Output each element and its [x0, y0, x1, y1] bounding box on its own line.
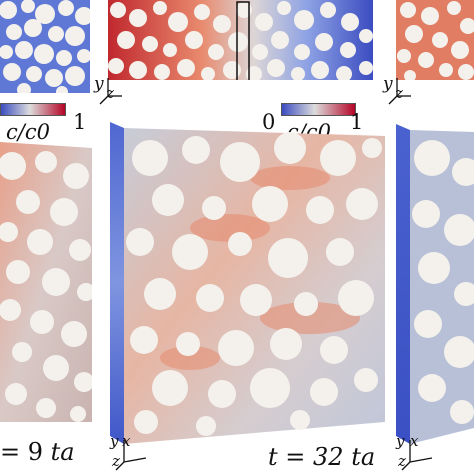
- slice-top-right: [396, 0, 474, 80]
- axes-triad-bottom-right: [401, 440, 433, 471]
- axis-y-label-bottom-middle: y: [110, 432, 119, 450]
- colorbar-left-max: 1: [73, 110, 87, 134]
- colorbar-mid-min: 0: [262, 110, 276, 134]
- time-label-left-unit: ta: [50, 438, 75, 466]
- time-label-left: = 9 ta: [0, 438, 75, 466]
- volume-right: [396, 118, 474, 446]
- colorbar-mid-max: 1: [350, 110, 364, 134]
- axis-y-label-top-middle: y: [94, 74, 104, 94]
- volume-left: [0, 142, 92, 422]
- axis-z-label-bottom-right: z: [398, 452, 406, 470]
- axes-triad-bottom-middle: [115, 440, 147, 471]
- time-label-middle-unit: ta: [351, 443, 376, 471]
- slice-top-middle: [108, 0, 373, 80]
- axes-triad-top-middle: [99, 78, 122, 105]
- slice-top-left: [0, 0, 90, 93]
- time-label-left-prefix: = 9: [0, 438, 51, 466]
- colorbar-mid: [281, 103, 356, 116]
- time-label-middle: t = 32 ta: [268, 443, 375, 471]
- axis-z-label-top-right: z: [395, 84, 403, 102]
- colorbar-left-label: c/c0: [6, 120, 50, 144]
- axis-y-label-bottom-right: y: [396, 432, 405, 450]
- axis-z-label-bottom-middle: z: [112, 452, 120, 470]
- volume-middle: [110, 118, 385, 446]
- axis-x-label-bottom-middle: x: [122, 432, 131, 450]
- axes-triad-top-right: [388, 78, 411, 105]
- axis-y-label-top-right: y: [383, 74, 393, 94]
- axis-z-label-top-middle: z: [106, 84, 114, 102]
- axis-x-label-bottom-right: x: [410, 432, 419, 450]
- time-label-middle-prefix: t = 32: [268, 443, 352, 471]
- colorbar-left: [0, 103, 66, 116]
